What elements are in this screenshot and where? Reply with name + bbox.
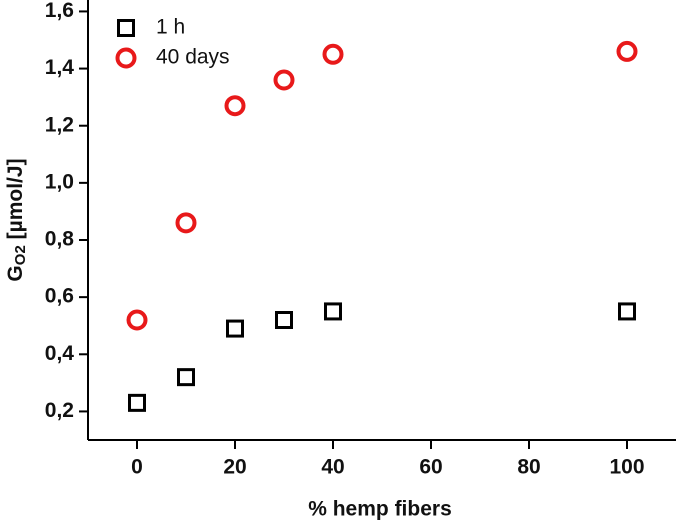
x-axis-label: % hemp fibers bbox=[308, 498, 452, 521]
x-tick-label: 60 bbox=[419, 456, 442, 479]
legend-label: 40 days bbox=[156, 46, 230, 69]
y-axis-label: GO2 [µmol/J] bbox=[4, 158, 29, 281]
y-label-main: G bbox=[4, 265, 27, 281]
y-tick-label: 0,6 bbox=[45, 285, 74, 308]
x-tick-label: 100 bbox=[609, 456, 644, 479]
y-tick-label: 1,4 bbox=[45, 56, 75, 79]
legend-label: 1 h bbox=[156, 16, 185, 39]
point bbox=[616, 40, 638, 62]
y-label-unit: [µmol/J] bbox=[4, 158, 27, 245]
point bbox=[175, 212, 197, 234]
y-label-sub: O2 bbox=[12, 245, 29, 265]
y-tick-label: 0,8 bbox=[45, 228, 75, 251]
y-tick-label: 0,2 bbox=[45, 399, 74, 422]
y-tick-label: 0,4 bbox=[45, 342, 75, 365]
x-tick-label: 0 bbox=[131, 456, 143, 479]
point bbox=[322, 43, 344, 65]
y-tick-label: 1,0 bbox=[45, 170, 74, 193]
y-tick-label: 1,2 bbox=[45, 113, 74, 136]
point bbox=[273, 69, 295, 91]
x-tick-label: 40 bbox=[321, 456, 344, 479]
point bbox=[226, 319, 244, 338]
legend-marker bbox=[117, 19, 135, 37]
x-tick-label: 80 bbox=[517, 456, 540, 479]
point bbox=[324, 302, 342, 321]
x-tick-label: 20 bbox=[223, 456, 246, 479]
point bbox=[128, 393, 146, 412]
point bbox=[275, 311, 293, 329]
point bbox=[224, 95, 246, 117]
point bbox=[126, 309, 148, 331]
point bbox=[618, 302, 636, 321]
legend-marker bbox=[115, 47, 137, 69]
y-tick-label: 1,6 bbox=[45, 0, 74, 22]
point bbox=[177, 368, 195, 387]
